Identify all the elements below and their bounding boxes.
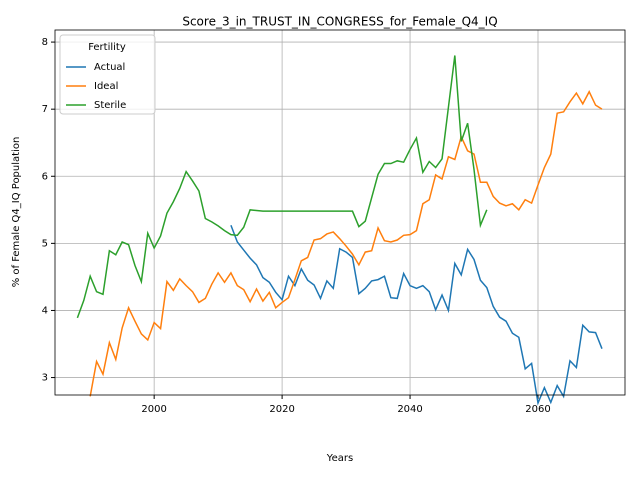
y-tick-label: 4 bbox=[42, 305, 48, 316]
legend-label: Actual bbox=[94, 62, 125, 73]
y-tick-label: 3 bbox=[42, 373, 48, 384]
chart-title: Score_3_in_TRUST_IN_CONGRESS_for_Female_… bbox=[182, 15, 497, 29]
legend-title: Fertility bbox=[88, 42, 126, 53]
x-tick-label: 2020 bbox=[269, 404, 294, 415]
y-axis-label: % of Female Q4_IQ Population bbox=[11, 137, 22, 288]
line-series bbox=[230, 224, 603, 406]
y-tick-label: 7 bbox=[42, 104, 48, 115]
x-tick-label: 2040 bbox=[397, 404, 422, 415]
x-tick-label: 2000 bbox=[141, 404, 166, 415]
legend-box bbox=[59, 34, 156, 115]
x-axis-label: Years bbox=[326, 453, 353, 464]
y-tick-label: 5 bbox=[42, 238, 48, 249]
y-tick-label: 6 bbox=[42, 171, 48, 182]
legend-label: Sterile bbox=[94, 100, 126, 111]
plot-frame bbox=[54, 29, 626, 396]
x-tick-label: 2060 bbox=[525, 404, 550, 415]
legend-label: Ideal bbox=[94, 81, 118, 92]
y-tick-label: 8 bbox=[42, 37, 48, 48]
line-series bbox=[89, 90, 603, 397]
line-series bbox=[76, 55, 488, 319]
